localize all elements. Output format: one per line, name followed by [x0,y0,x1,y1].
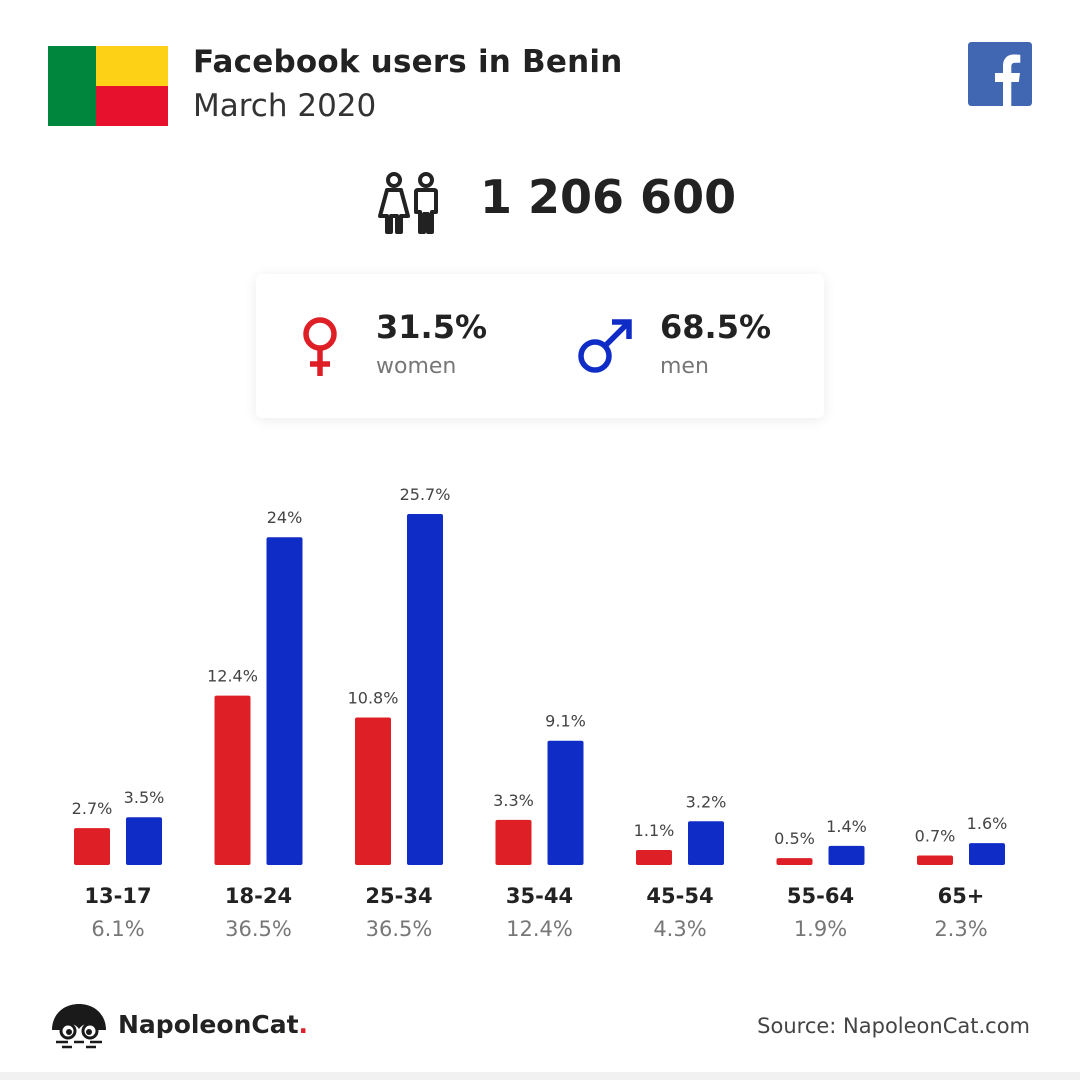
bar-label-women-45-54: 1.1% [634,821,675,840]
age-total-13-17: 6.1% [91,917,145,941]
brand-name: NapoleonCat. [118,1010,308,1039]
age-label-13-17: 13-17 [84,884,152,908]
female-symbol-icon [303,317,337,376]
page-subtitle: March 2020 [193,88,377,124]
age-label-18-24: 18-24 [224,884,293,908]
bar-women-25-34 [355,717,391,865]
age-label-45-54: 45-54 [646,884,714,908]
total-users: 1 206 600 [480,170,737,224]
bar-men-13-17 [126,817,162,865]
age-total-65+: 2.3% [934,917,988,941]
bar-women-13-17 [74,828,110,865]
age-total-55-64: 1.9% [793,917,848,941]
men-label: men [660,354,709,379]
bar-women-35-44 [495,819,532,865]
brand-name-text: NapoleonCat [118,1010,299,1039]
age-label-35-44: 35-44 [505,884,574,908]
bar-label-men-65+: 1.6% [967,814,1008,833]
bar-men-55-64 [828,845,865,865]
page-title: Facebook users in Benin [193,44,623,80]
bar-label-women-35-44: 3.3% [493,791,534,810]
facebook-logo-icon [968,42,1032,106]
bar-label-men-45-54: 3.2% [686,792,727,811]
women-percentage: 31.5% [376,308,488,346]
male-symbol-icon [578,319,632,373]
bar-label-men-55-64: 1.4% [826,817,867,836]
benin-flag [48,46,168,126]
age-total-18-24: 36.5% [225,917,292,941]
bar-men-45-54 [688,821,724,865]
bar-label-women-65+: 0.7% [915,826,956,845]
bar-women-45-54 [636,849,672,865]
age-total-35-44: 12.4% [506,917,573,941]
bar-label-women-13-17: 2.7% [72,799,113,818]
bar-label-men-35-44: 9.1% [545,712,586,731]
bar-label-women-18-24: 12.4% [207,667,258,686]
bar-men-35-44 [547,740,584,865]
brand-dot: . [298,1010,309,1039]
bar-women-55-64 [776,858,813,865]
flag-yellow-band [96,46,168,86]
napoleoncat-logo-icon [52,1004,106,1049]
flag-red-band [96,86,168,126]
bar-men-18-24 [266,537,303,865]
bar-label-men-25-34: 25.7% [400,485,451,504]
age-label-65+: 65+ [937,884,985,908]
age-total-45-54: 4.3% [653,917,707,941]
age-label-25-34: 25-34 [365,884,433,908]
bottom-strip [0,1072,1080,1080]
gender-breakdown-card: 31.5% women 68.5% men [256,274,824,418]
men-percentage: 68.5% [660,308,772,346]
bar-label-women-55-64: 0.5% [774,829,815,848]
flag-green-band [48,46,96,126]
age-total-25-34: 36.5% [365,917,433,941]
bar-men-65+ [969,843,1005,865]
bar-women-65+ [917,855,953,865]
bar-women-18-24 [214,695,251,865]
bar-label-men-18-24: 24% [267,508,303,527]
bar-men-25-34 [407,514,443,865]
people-icon [378,172,438,234]
women-label: women [376,354,457,379]
bar-label-women-25-34: 10.8% [348,688,399,707]
source-credit: Source: NapoleonCat.com [757,1014,1030,1038]
age-gender-bar-chart: 2.7% 3.5% 12.4% 24% 10.8% 25.7% 3.3% 9.1% 1.1% 3.… [72,485,1008,865]
bar-label-men-13-17: 3.5% [124,788,165,807]
age-label-55-64: 55-64 [786,884,855,908]
